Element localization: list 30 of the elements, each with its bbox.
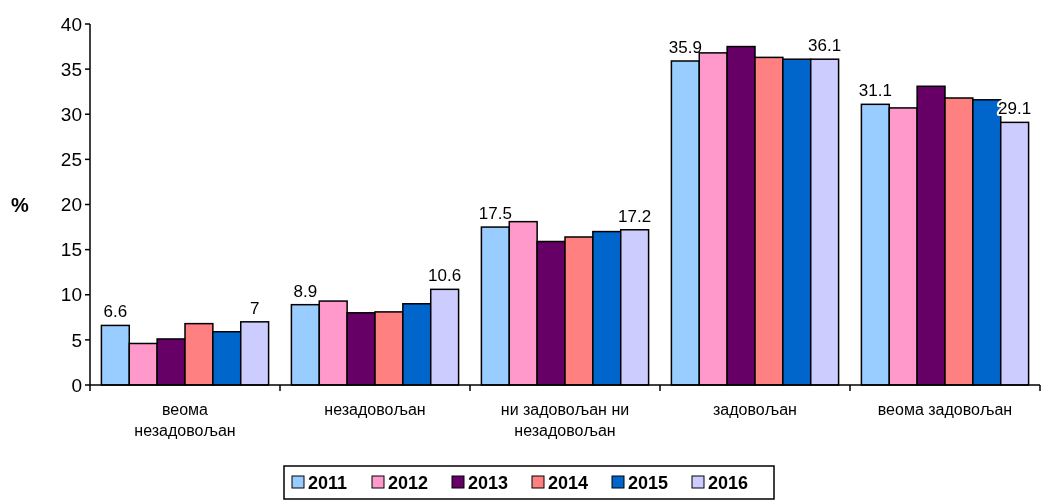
data-label: 6.6 xyxy=(103,302,128,322)
y-tick-label: 25 xyxy=(60,149,82,171)
legend-label: 2015 xyxy=(628,473,669,494)
data-label: 31.1 xyxy=(858,81,892,101)
y-tick-label: 35 xyxy=(60,58,82,80)
y-tick-label: 10 xyxy=(60,284,82,306)
x-tick-label: задовољан xyxy=(713,401,797,418)
data-label: 10.6 xyxy=(428,266,462,286)
data-label: 7 xyxy=(249,298,260,318)
legend-label: 2014 xyxy=(548,473,589,494)
y-tick-label: 20 xyxy=(60,194,82,216)
y-axis-title: % xyxy=(11,193,30,216)
data-label: 36.1 xyxy=(808,36,842,56)
x-tick-label: веома задовољан xyxy=(877,401,1013,418)
data-label: 35.9 xyxy=(668,38,702,57)
y-tick-label: 30 xyxy=(60,103,82,125)
x-tick-label: незадовољан xyxy=(324,401,426,418)
legend-label: 2011 xyxy=(308,473,348,494)
y-tick-label: 0 xyxy=(71,374,82,396)
data-label: 17.5 xyxy=(478,204,512,224)
legend-label: 2016 xyxy=(708,473,749,494)
y-tick-label: 15 xyxy=(60,239,82,261)
data-label: 17.2 xyxy=(618,206,652,226)
y-tick-label: 5 xyxy=(71,329,82,351)
x-tick-label: веома незадовољан xyxy=(134,401,236,439)
legend-label: 2013 xyxy=(468,473,509,494)
x-tick-label: ни задовољан ни незадовољан xyxy=(500,401,630,439)
y-tick-label: 40 xyxy=(60,13,82,35)
data-label: 8.9 xyxy=(293,281,318,301)
legend-label: 2012 xyxy=(388,473,429,494)
